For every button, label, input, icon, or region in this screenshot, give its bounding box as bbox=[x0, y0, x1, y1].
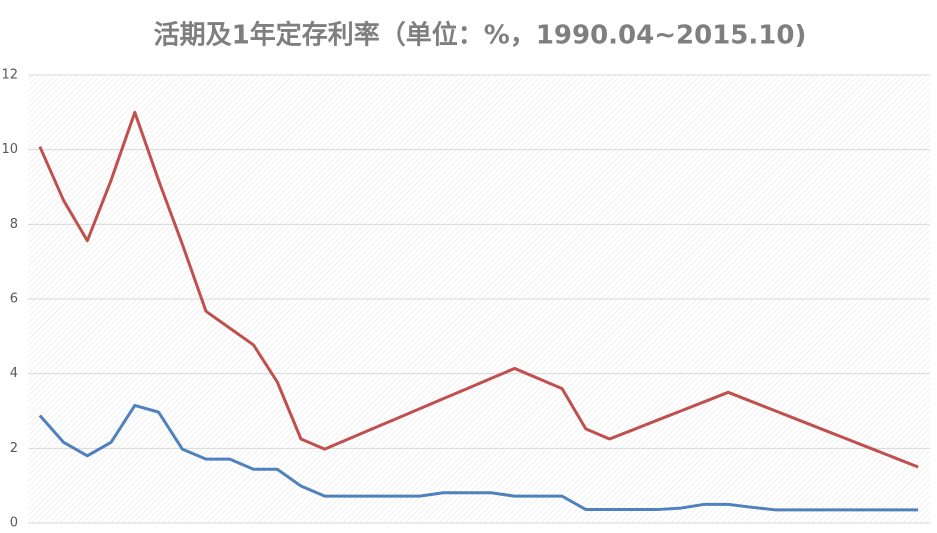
y-tick-label: 8 bbox=[10, 217, 18, 232]
series-line bbox=[38, 110, 919, 469]
y-tick-label: 12 bbox=[1, 68, 18, 83]
y-tick-label: 10 bbox=[1, 142, 18, 157]
chart-title: 活期及1年定存利率（单位：%，1990.04~2015.10) bbox=[154, 20, 807, 51]
y-tick-label: 0 bbox=[10, 516, 18, 531]
series-line bbox=[38, 403, 919, 512]
y-tick-label: 6 bbox=[10, 292, 18, 307]
y-tick-label: 4 bbox=[10, 366, 18, 381]
y-tick-label: 2 bbox=[10, 441, 18, 456]
